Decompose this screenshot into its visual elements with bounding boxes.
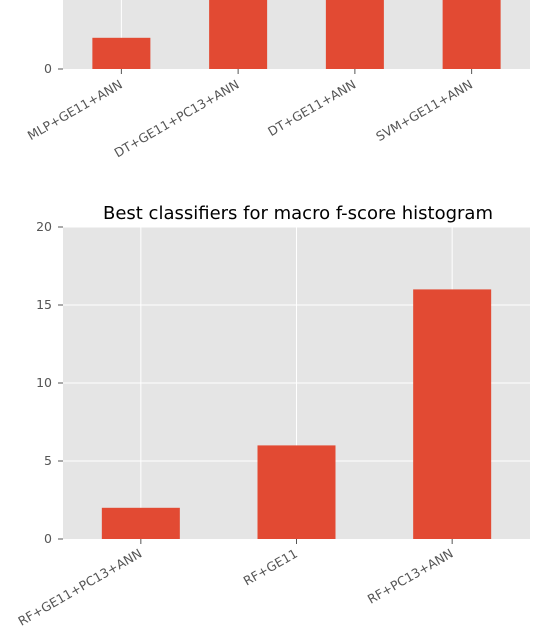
x-tick-label: MLP+GE11+ANN — [25, 77, 125, 143]
chart-title: Best classifiers for macro f-score histo… — [103, 203, 493, 224]
x-tick-label: RF+PC13+ANN — [365, 546, 456, 607]
x-tick-label: RF+GE11+PC13+ANN — [15, 546, 144, 629]
bar — [413, 289, 492, 539]
y-tick-label: 10 — [36, 375, 52, 390]
bar — [209, 0, 268, 69]
x-tick-label: DT+GE11+PC13+ANN — [111, 77, 241, 161]
bar — [442, 0, 501, 69]
y-tick-label: 15 — [36, 297, 52, 312]
chart-bottom: Best classifiers for macro f-score histo… — [15, 203, 530, 629]
x-tick-label: RF+GE11 — [241, 546, 300, 589]
x-tick-label: SVM+GE11+ANN — [373, 77, 475, 144]
y-tick-label: 5 — [44, 453, 52, 468]
y-tick-label: 0 — [44, 531, 52, 546]
bar — [325, 0, 384, 69]
bar — [101, 507, 180, 539]
bar — [257, 445, 336, 539]
y-tick-label: 0 — [44, 61, 52, 76]
y-tick-label: 20 — [36, 219, 52, 234]
x-tick-label: DT+GE11+ANN — [265, 77, 358, 139]
bar — [92, 37, 151, 69]
